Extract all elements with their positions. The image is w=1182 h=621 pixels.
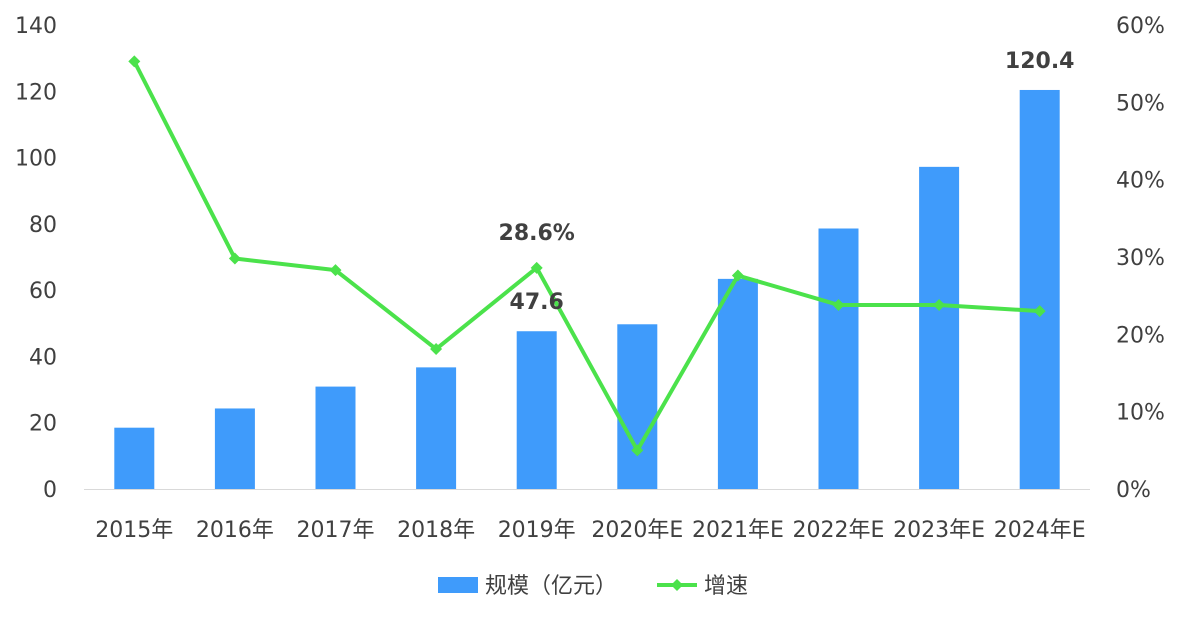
bar bbox=[315, 386, 356, 489]
line-point bbox=[832, 298, 845, 311]
x-tick-label: 2016年 bbox=[196, 518, 274, 543]
legend-label-bar: 规模（亿元） bbox=[485, 574, 617, 599]
y-left-tick-label: 20 bbox=[29, 412, 57, 437]
data-label: 120.4 bbox=[1005, 49, 1075, 74]
y-left-tick-label: 0 bbox=[43, 478, 57, 503]
y-right-tick-label: 10% bbox=[1116, 401, 1165, 426]
y-right-tick-label: 40% bbox=[1116, 169, 1165, 194]
legend-swatch-bar bbox=[438, 577, 478, 593]
legend-label-line: 增速 bbox=[704, 574, 748, 599]
bar bbox=[818, 228, 859, 490]
y-left-tick-label: 100 bbox=[15, 147, 57, 172]
x-tick-label: 2019年 bbox=[498, 518, 576, 543]
data-label: 47.6 bbox=[510, 290, 564, 315]
line-point bbox=[731, 269, 744, 282]
bar bbox=[114, 427, 155, 489]
line-point bbox=[228, 252, 241, 265]
y-right-tick-label: 0% bbox=[1116, 478, 1151, 503]
bar bbox=[919, 166, 960, 489]
line-point bbox=[631, 444, 644, 457]
bar bbox=[1019, 89, 1060, 490]
x-tick-label: 2024年E bbox=[994, 518, 1086, 543]
line-point bbox=[1033, 305, 1046, 318]
x-tick-label: 2022年E bbox=[793, 518, 885, 543]
x-tick-label: 2020年E bbox=[591, 518, 683, 543]
y-right-tick-label: 20% bbox=[1116, 323, 1165, 348]
bar bbox=[717, 278, 758, 489]
line-point bbox=[329, 264, 342, 277]
y-right-tick-label: 60% bbox=[1116, 14, 1165, 39]
data-label: 28.6% bbox=[499, 221, 575, 246]
y-left-tick-label: 80 bbox=[29, 213, 57, 238]
bar bbox=[617, 324, 658, 489]
y-left-tick-label: 120 bbox=[15, 80, 57, 105]
growth-line bbox=[132, 60, 1040, 453]
x-tick-label: 2021年E bbox=[692, 518, 784, 543]
bar bbox=[416, 367, 457, 489]
line-point bbox=[128, 55, 141, 68]
y-left-tick-label: 140 bbox=[15, 14, 57, 39]
line-point bbox=[530, 261, 543, 274]
legend-marker bbox=[671, 579, 683, 591]
y-left-tick-label: 40 bbox=[29, 345, 57, 370]
line-point bbox=[933, 298, 946, 311]
y-right-tick-label: 50% bbox=[1116, 91, 1165, 116]
x-tick-label: 2023年E bbox=[893, 518, 985, 543]
bar bbox=[214, 408, 255, 489]
bar bbox=[516, 331, 557, 489]
y-right-tick-label: 30% bbox=[1116, 246, 1165, 271]
x-tick-label: 2018年 bbox=[397, 518, 475, 543]
y-left-tick-label: 60 bbox=[29, 279, 57, 304]
line-point bbox=[430, 343, 443, 356]
x-tick-label: 2015年 bbox=[95, 518, 173, 543]
x-tick-label: 2017年 bbox=[297, 518, 375, 543]
